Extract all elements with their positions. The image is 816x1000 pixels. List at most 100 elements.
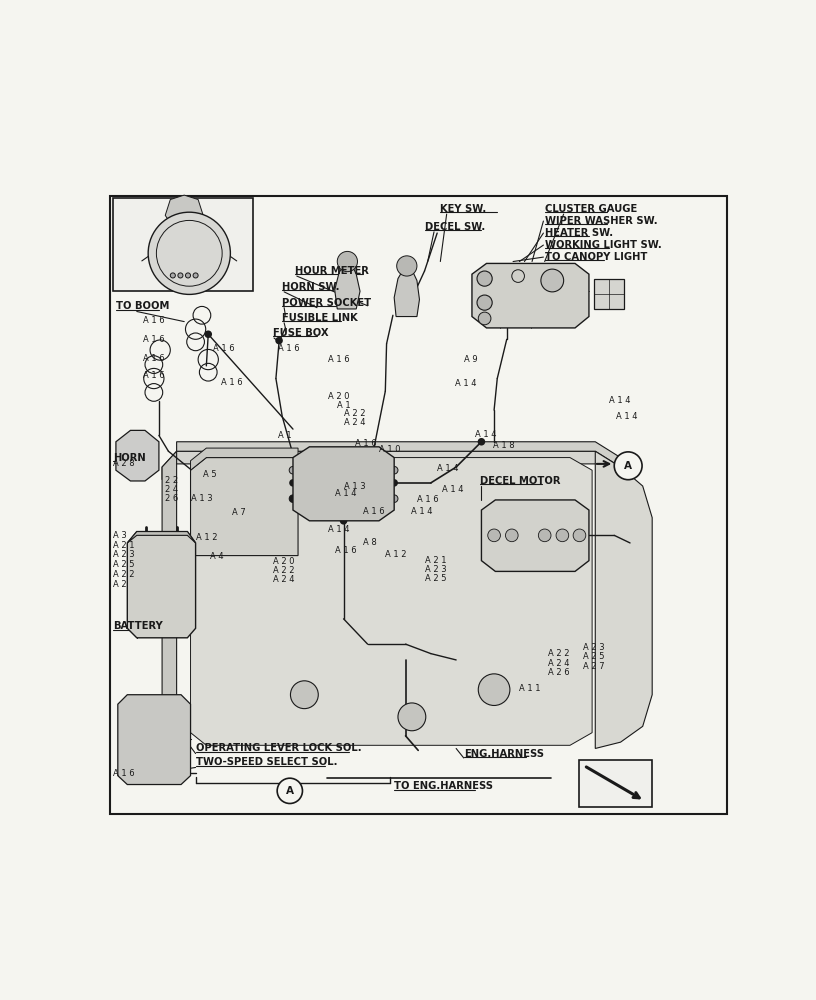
Polygon shape <box>335 263 360 309</box>
Polygon shape <box>595 451 652 748</box>
Circle shape <box>275 337 283 344</box>
Circle shape <box>289 479 297 487</box>
Text: A: A <box>286 786 294 796</box>
Polygon shape <box>162 451 620 480</box>
Circle shape <box>277 778 303 803</box>
Text: TWO-SPEED SELECT SOL.: TWO-SPEED SELECT SOL. <box>196 757 337 767</box>
Text: OPERATING LEVER LOCK SOL.: OPERATING LEVER LOCK SOL. <box>196 743 361 753</box>
Polygon shape <box>165 195 203 223</box>
Text: A 2: A 2 <box>113 580 127 589</box>
Text: A 2 4: A 2 4 <box>344 418 365 427</box>
Bar <box>594 279 624 309</box>
Text: A 2 8: A 2 8 <box>113 459 135 468</box>
Text: A: A <box>624 461 632 471</box>
Text: A 2 5: A 2 5 <box>113 560 135 569</box>
Circle shape <box>176 704 185 713</box>
Circle shape <box>505 529 518 542</box>
Text: A 9: A 9 <box>463 355 477 364</box>
Text: A 2 0: A 2 0 <box>328 392 350 401</box>
Text: A 1: A 1 <box>337 401 351 410</box>
Circle shape <box>539 529 551 542</box>
Text: A 1 6: A 1 6 <box>143 354 165 363</box>
Polygon shape <box>116 430 159 481</box>
Polygon shape <box>175 234 193 272</box>
Text: A 1 4: A 1 4 <box>475 430 497 439</box>
Text: A 1 4: A 1 4 <box>610 396 631 405</box>
Circle shape <box>290 681 318 709</box>
Text: A 1 1: A 1 1 <box>519 684 541 693</box>
Text: TO CANOPY LIGHT: TO CANOPY LIGHT <box>545 252 647 262</box>
Text: A 1 3: A 1 3 <box>190 494 212 503</box>
Text: A 1 4: A 1 4 <box>335 489 357 498</box>
Text: A 1 4: A 1 4 <box>410 507 432 516</box>
Circle shape <box>477 295 492 310</box>
Polygon shape <box>293 447 394 521</box>
Circle shape <box>390 495 398 502</box>
Text: KEY SW.: KEY SW. <box>441 204 486 214</box>
Text: 2 6: 2 6 <box>165 494 179 503</box>
Text: A 2 3: A 2 3 <box>113 550 135 559</box>
Text: A 1 4: A 1 4 <box>437 464 459 473</box>
Polygon shape <box>162 451 620 748</box>
Text: A 5: A 5 <box>203 470 217 479</box>
Circle shape <box>289 495 297 502</box>
Text: TO ENG.HARNESS: TO ENG.HARNESS <box>394 781 493 791</box>
Text: A 2 4: A 2 4 <box>273 575 295 584</box>
Polygon shape <box>190 458 592 745</box>
Text: A 1 2: A 1 2 <box>196 533 217 542</box>
Circle shape <box>397 256 417 276</box>
Text: WORKING LIGHT SW.: WORKING LIGHT SW. <box>545 240 662 250</box>
Text: HOUR METER: HOUR METER <box>295 266 369 276</box>
Text: A 1 6: A 1 6 <box>277 344 299 353</box>
Text: A 1 4: A 1 4 <box>442 485 463 494</box>
Text: A 1 6: A 1 6 <box>328 355 350 364</box>
Bar <box>113 198 252 291</box>
Circle shape <box>176 766 185 775</box>
Text: BATTERY: BATTERY <box>113 621 163 631</box>
Polygon shape <box>162 451 176 733</box>
Text: A 1 8: A 1 8 <box>493 441 514 450</box>
Text: A 7: A 7 <box>232 508 246 517</box>
Text: A 2 4: A 2 4 <box>548 659 570 668</box>
Circle shape <box>398 703 426 731</box>
Text: A 8: A 8 <box>362 538 376 547</box>
Circle shape <box>477 438 486 446</box>
Circle shape <box>556 529 569 542</box>
Circle shape <box>205 330 212 338</box>
Text: A 1 0: A 1 0 <box>379 445 401 454</box>
Circle shape <box>149 212 230 294</box>
Text: A 1 3: A 1 3 <box>344 482 366 491</box>
Text: A 2 2: A 2 2 <box>548 649 570 658</box>
Text: A 1 6: A 1 6 <box>143 371 165 380</box>
Text: A 4: A 4 <box>210 552 223 561</box>
Text: A 1 2: A 1 2 <box>385 550 407 559</box>
Circle shape <box>134 719 174 759</box>
Polygon shape <box>190 448 298 470</box>
Polygon shape <box>481 500 589 571</box>
Circle shape <box>390 466 398 474</box>
Circle shape <box>337 251 357 272</box>
Text: FUSE BOX: FUSE BOX <box>273 328 328 338</box>
Text: A 2 1: A 2 1 <box>424 556 446 565</box>
Text: HEATER SW.: HEATER SW. <box>545 228 613 238</box>
Text: A 2 1: A 2 1 <box>113 541 135 550</box>
Polygon shape <box>472 263 589 328</box>
Text: WIPER WASHER SW.: WIPER WASHER SW. <box>545 216 658 226</box>
Text: A 1 6: A 1 6 <box>417 495 438 504</box>
Text: A 2 3: A 2 3 <box>424 565 446 574</box>
Text: HORN SW.: HORN SW. <box>282 282 339 292</box>
Text: A 1 6: A 1 6 <box>143 335 165 344</box>
Text: 2 2: 2 2 <box>165 476 179 485</box>
Text: A 1: A 1 <box>277 431 291 440</box>
Text: A 1 6: A 1 6 <box>221 378 242 387</box>
Circle shape <box>123 704 131 713</box>
Text: A 2 5: A 2 5 <box>583 652 604 661</box>
Circle shape <box>185 273 190 278</box>
Circle shape <box>390 479 398 487</box>
Text: FUSIBLE LINK: FUSIBLE LINK <box>282 313 358 323</box>
Text: A 3: A 3 <box>113 531 127 540</box>
Text: 2 4: 2 4 <box>165 485 179 494</box>
Text: A 2 5: A 2 5 <box>424 574 446 583</box>
Text: HORN: HORN <box>113 453 146 463</box>
Text: A 1 4: A 1 4 <box>328 525 350 534</box>
